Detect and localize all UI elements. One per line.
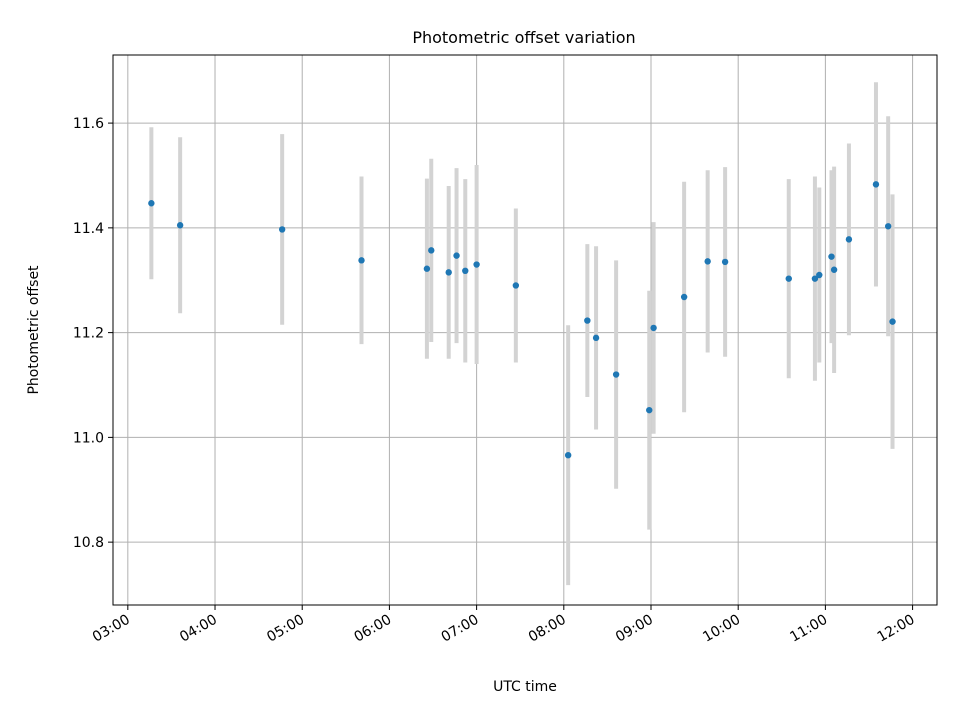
y-tick-label: 11.6 xyxy=(73,116,104,132)
data-point xyxy=(592,334,600,342)
data-point xyxy=(512,282,520,289)
data-point xyxy=(816,271,823,279)
data-point xyxy=(884,223,892,230)
data-point xyxy=(176,222,184,229)
data-point xyxy=(612,371,620,378)
y-tick-label: 11.0 xyxy=(73,430,104,446)
data-point xyxy=(680,293,688,301)
data-point xyxy=(148,200,155,207)
chart-title: Photometric offset variation xyxy=(412,28,635,47)
data-points xyxy=(148,181,896,459)
y-axis-label: Photometric offset xyxy=(26,265,42,395)
data-point xyxy=(564,451,572,459)
plot-frame xyxy=(112,54,938,606)
data-point xyxy=(358,257,365,264)
data-point xyxy=(584,317,591,324)
y-axis-ticks: 10.8 11.0 11.2 11.4 11.6 xyxy=(73,116,113,551)
data-point xyxy=(830,266,838,273)
y-tick-label: 11.2 xyxy=(73,326,104,342)
data-point xyxy=(721,258,729,266)
data-point xyxy=(872,181,880,188)
y-tick-label: 10.8 xyxy=(73,535,104,551)
data-point xyxy=(845,236,853,243)
data-point xyxy=(646,406,653,414)
data-point xyxy=(428,247,435,254)
data-point xyxy=(704,258,711,265)
x-axis-label: UTC time xyxy=(493,679,557,695)
data-point xyxy=(889,318,896,325)
y-tick-label: 11.4 xyxy=(73,221,104,237)
data-point xyxy=(445,269,452,276)
grid xyxy=(113,55,937,605)
data-point xyxy=(462,267,469,275)
data-point xyxy=(811,275,819,282)
data-point xyxy=(473,261,480,268)
data-point xyxy=(423,265,431,272)
data-point xyxy=(785,275,792,282)
data-point xyxy=(650,324,657,332)
data-point xyxy=(278,226,286,233)
data-point xyxy=(453,252,460,259)
data-point xyxy=(828,253,835,260)
